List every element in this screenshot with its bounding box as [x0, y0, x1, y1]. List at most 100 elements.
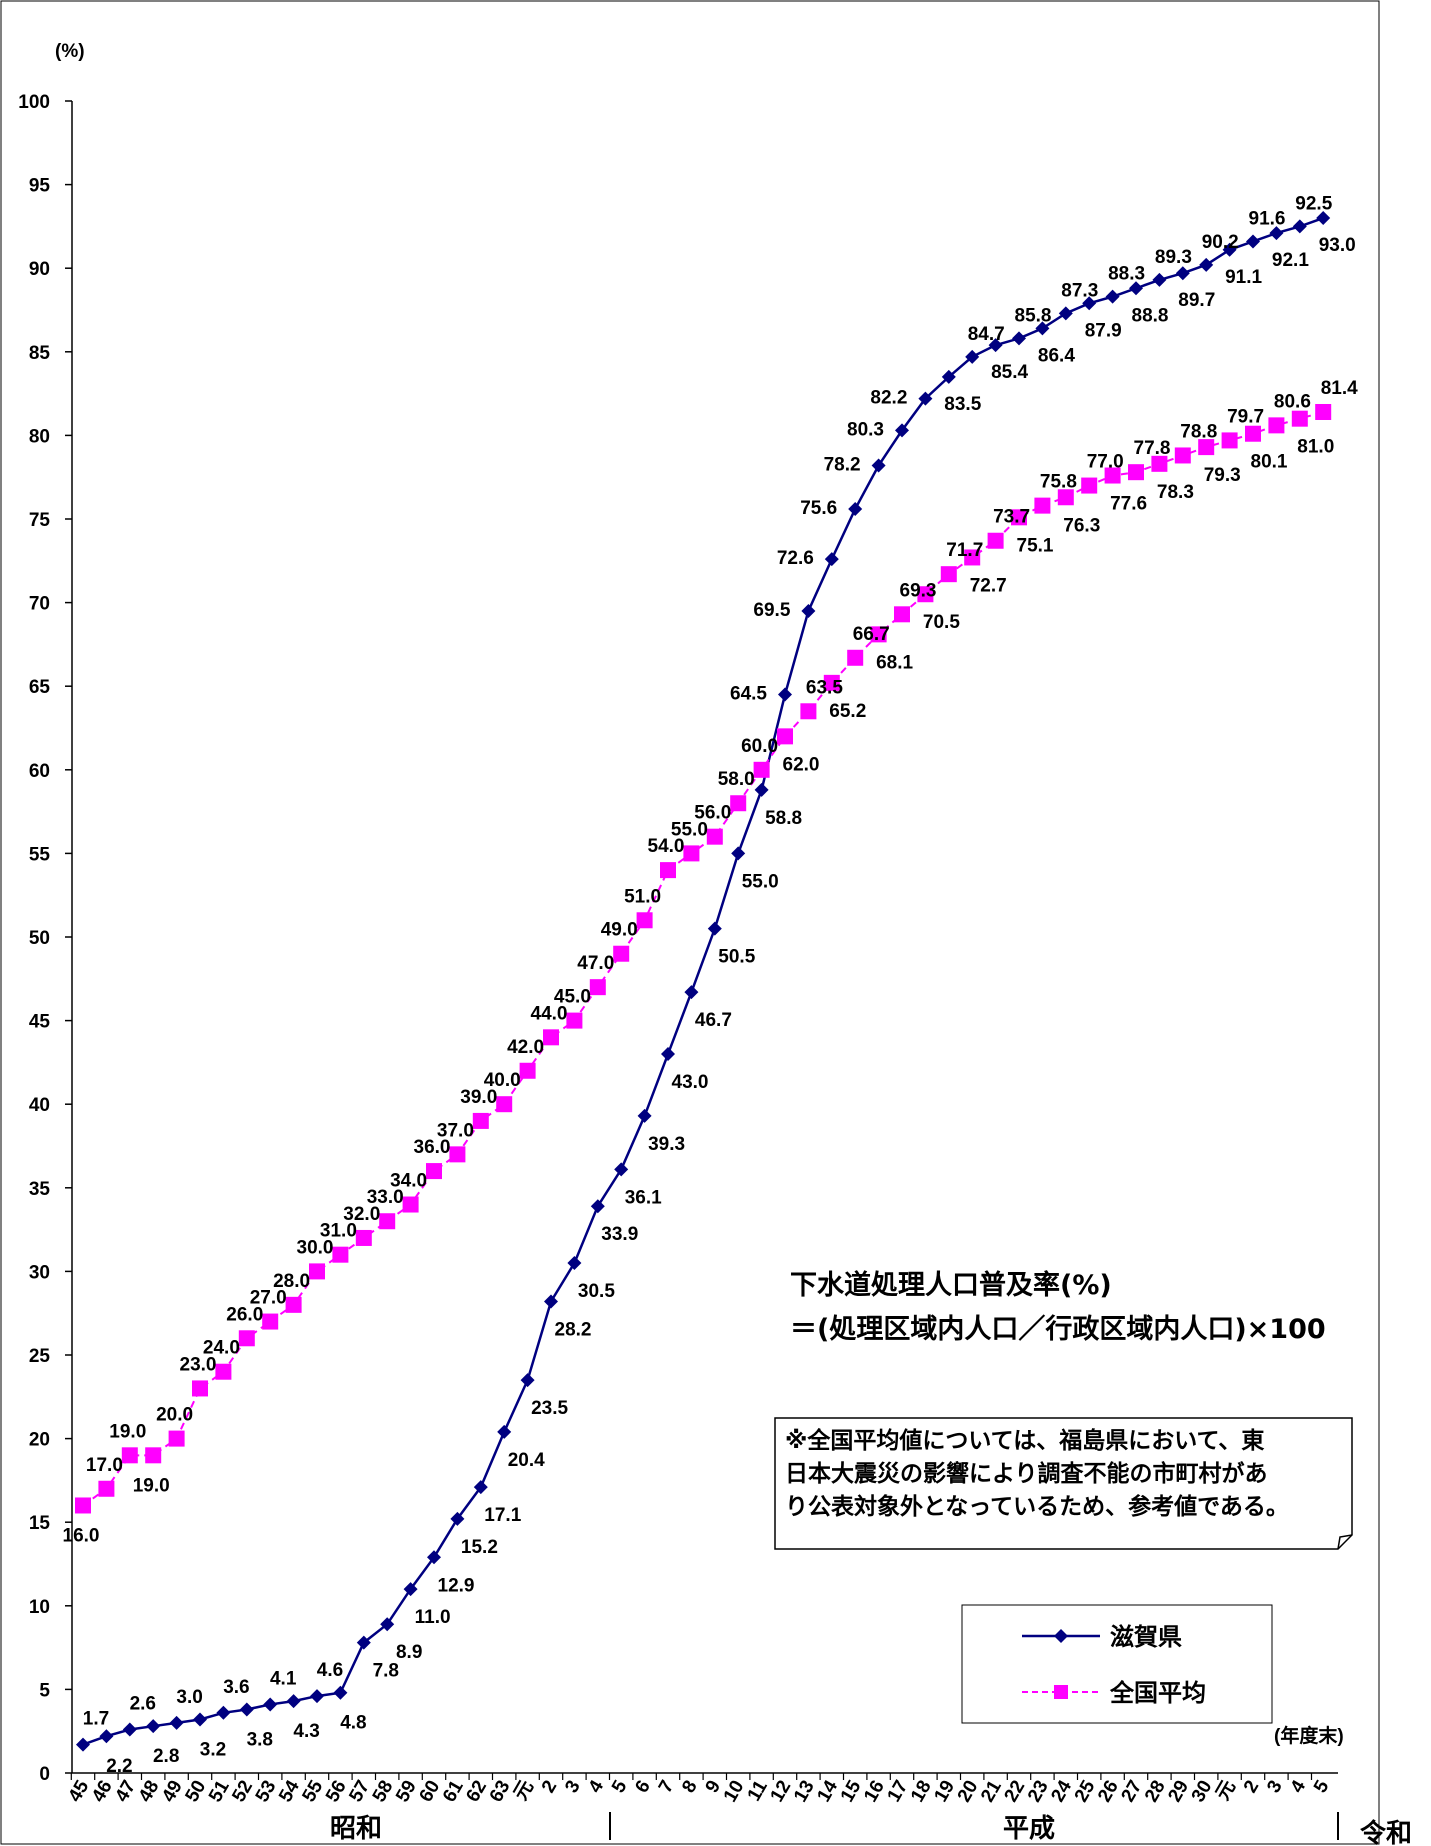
marker-national	[426, 1163, 442, 1180]
marker-shiga	[988, 338, 1003, 353]
marker-national	[309, 1263, 325, 1280]
marker-national	[1245, 425, 1261, 442]
data-label-national: 68.1	[876, 652, 913, 673]
data-label-national: 60.0	[741, 736, 778, 757]
marker-national	[987, 532, 1004, 549]
data-label-national: 31.0	[320, 1221, 357, 1242]
data-label-shiga: 75.6	[800, 498, 837, 519]
data-label-national: 44.0	[531, 1003, 568, 1024]
marker-shiga	[848, 501, 863, 516]
data-label-shiga: 89.7	[1178, 290, 1215, 311]
data-label-shiga: 92.1	[1272, 250, 1309, 271]
marker-shiga	[918, 391, 933, 406]
marker-national	[121, 1447, 138, 1464]
marker-national	[613, 945, 630, 962]
marker-national	[1221, 432, 1238, 449]
marker-national	[823, 674, 840, 691]
marker-shiga	[684, 985, 699, 1000]
marker-shiga	[1316, 211, 1331, 226]
data-label-shiga: 80.3	[847, 419, 884, 440]
y-tick-label: 45	[29, 1012, 51, 1033]
marker-shiga	[520, 1373, 535, 1388]
data-label-national: 69.3	[900, 580, 937, 601]
data-label-shiga: 84.7	[968, 324, 1005, 345]
marker-national	[683, 845, 700, 862]
marker-national	[706, 828, 723, 845]
legend-frame	[961, 1604, 1273, 1724]
marker-national	[589, 979, 606, 996]
marker-national	[285, 1296, 302, 1313]
data-label-shiga: 46.7	[695, 1010, 732, 1031]
marker-shiga	[637, 1108, 652, 1123]
data-label-shiga: 15.2	[461, 1537, 498, 1558]
data-label-shiga: 1.7	[83, 1709, 109, 1730]
formula-block: 下水道処理人口普及率(%) ＝(処理区域内人口／行政区域内人口)×100	[790, 1269, 1326, 1345]
marker-national	[1291, 410, 1308, 427]
data-label-shiga: 33.9	[601, 1224, 638, 1245]
marker-shiga	[450, 1511, 465, 1526]
data-label-national: 23.0	[180, 1354, 217, 1375]
data-label-shiga: 90.2	[1202, 232, 1239, 253]
marker-shiga	[497, 1424, 512, 1439]
y-tick-label: 50	[29, 928, 50, 949]
y-tick-label: 20	[29, 1430, 50, 1451]
data-label-national: 37.0	[437, 1120, 474, 1141]
marker-shiga	[1292, 219, 1307, 234]
marker-shiga	[239, 1702, 254, 1717]
marker-national	[472, 1112, 489, 1129]
marker-shiga	[778, 687, 792, 702]
y-tick-label: 80	[29, 426, 50, 447]
marker-national	[262, 1313, 279, 1330]
marker-shiga	[380, 1617, 395, 1632]
data-label-national: 39.0	[460, 1087, 497, 1108]
marker-national	[519, 1062, 536, 1079]
marker-shiga	[122, 1722, 137, 1737]
data-label-national: 49.0	[601, 920, 638, 941]
y-tick-label: 70	[29, 594, 50, 615]
marker-national	[660, 862, 676, 879]
data-label-shiga: 93.0	[1319, 235, 1356, 256]
y-tick-label: 10	[29, 1597, 50, 1618]
data-label-shiga: 2.6	[130, 1694, 156, 1715]
marker-national	[1011, 509, 1027, 526]
data-label-shiga: 28.2	[555, 1319, 592, 1340]
marker-shiga	[661, 1047, 675, 1062]
data-label-national: 81.4	[1321, 378, 1358, 399]
series-line-national	[82, 411, 1324, 1507]
marker-shiga	[590, 1199, 605, 1214]
data-label-national: 54.0	[648, 836, 685, 857]
y-tick-label: 60	[29, 761, 50, 782]
y-tick-label: 5	[39, 1680, 50, 1701]
y-tick-label: 40	[29, 1095, 50, 1116]
era-label-showa: 昭和	[330, 1814, 382, 1844]
data-label-shiga: 20.4	[508, 1450, 545, 1471]
marker-shiga	[286, 1694, 301, 1709]
data-label-national: 77.0	[1087, 452, 1124, 473]
data-label-shiga: 23.5	[531, 1398, 568, 1419]
marker-shiga	[1152, 272, 1167, 287]
data-label-national: 75.8	[1040, 472, 1077, 493]
data-label-shiga: 12.9	[438, 1575, 475, 1596]
marker-shiga	[1058, 306, 1073, 321]
data-label-national: 32.0	[343, 1204, 380, 1225]
legend-marker-national	[1054, 1685, 1068, 1699]
y-unit-label: (%)	[55, 41, 85, 62]
data-label-national: 65.2	[829, 701, 866, 722]
data-label-national: 76.3	[1063, 515, 1100, 536]
data-label-national: 77.6	[1110, 494, 1147, 515]
y-tick-label: 100	[18, 92, 50, 113]
data-label-shiga: 17.1	[484, 1505, 521, 1526]
marker-national	[1128, 464, 1144, 481]
marker-shiga	[801, 603, 816, 618]
data-label-national: 26.0	[226, 1304, 263, 1325]
marker-shiga	[263, 1697, 278, 1712]
marker-shiga	[333, 1685, 348, 1700]
marker-national	[98, 1480, 115, 1497]
data-label-national: 19.0	[109, 1421, 146, 1442]
y-tick-label: 85	[29, 343, 51, 364]
marker-national	[1034, 497, 1051, 514]
data-label-national: 27.0	[250, 1288, 287, 1309]
marker-national	[870, 626, 887, 643]
data-label-shiga: 36.1	[625, 1187, 662, 1208]
marker-national	[730, 795, 747, 812]
